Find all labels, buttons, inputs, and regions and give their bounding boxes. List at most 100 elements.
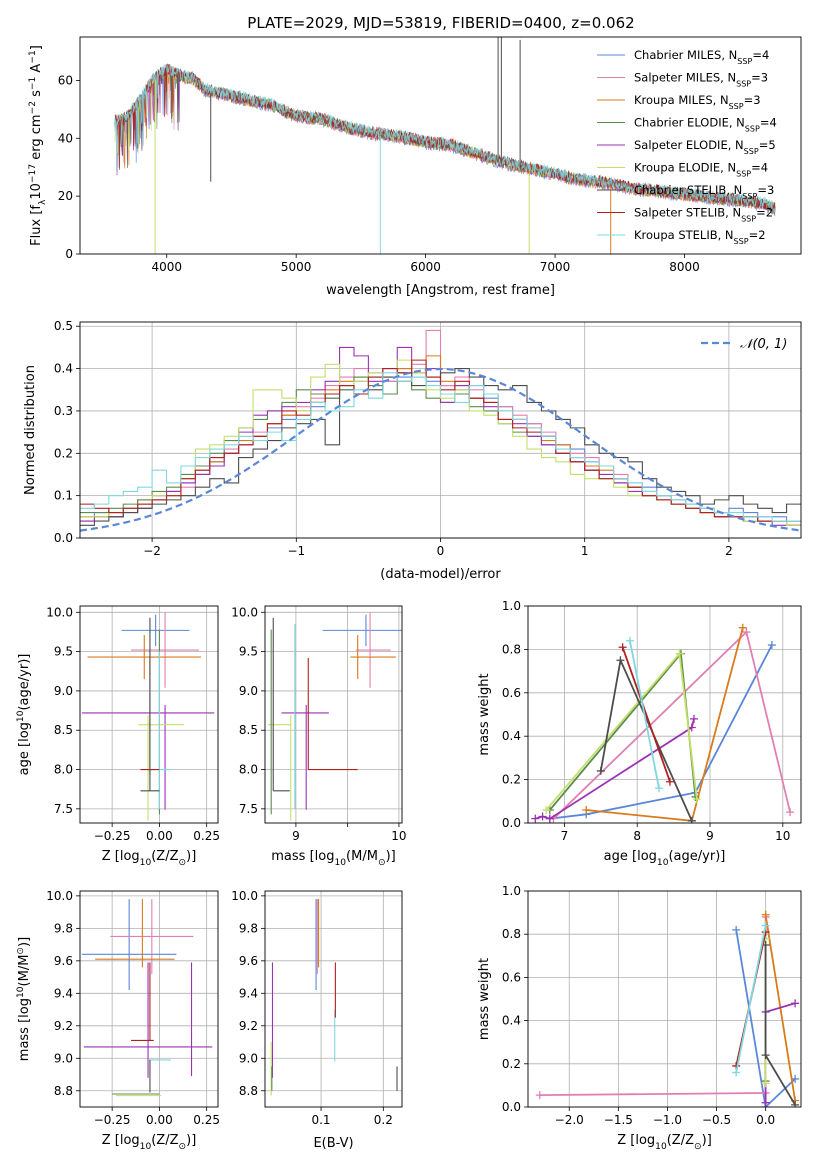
x-axis-label-part: ⊙ <box>179 858 187 868</box>
legend-label-kroupa_stelib: Kroupa STELIB, NSSP=2 <box>634 228 766 246</box>
y-tick-label: 9.2 <box>54 1019 73 1033</box>
legend-label-subscript: SSP <box>736 79 751 88</box>
legend-label-text: Chabrier ELODIE, N <box>634 116 745 130</box>
legend-label-value: =4 <box>751 161 768 175</box>
x-tick-label: 0.25 <box>193 829 220 843</box>
plot-area <box>80 329 801 532</box>
y-tick-label: 10.0 <box>231 605 258 619</box>
x-tick-label: 0.00 <box>146 829 173 843</box>
y-tick-label: 0.6 <box>502 686 521 700</box>
weight-marker-kroupa_elodie <box>675 649 684 658</box>
plot-frame <box>527 605 802 824</box>
x-tick-label: −2.0 <box>555 1113 584 1127</box>
x-tick-label: 10 <box>775 829 790 843</box>
weight-marker-chabrier_stelib <box>687 816 696 823</box>
x-tick-label: 9 <box>706 829 714 843</box>
x-axis-label-part: 10 <box>140 1142 152 1152</box>
histogram-chabrier_stelib <box>80 368 801 526</box>
y-tick-label: 9.6 <box>239 954 258 968</box>
x-tick-label: 5000 <box>281 260 312 274</box>
legend-label-chabrier_stelib: Chabrier STELIB, NSSP=3 <box>634 183 774 201</box>
x-axis-label-part: 10 <box>655 1142 667 1152</box>
y-axis-label: mass [log10(M/M⊙)] <box>16 937 32 1061</box>
y-tick-label: 0.6 <box>502 970 521 984</box>
weight-marker-chabrier_stelib <box>761 1051 770 1060</box>
y-axis-label-part: )] <box>17 937 32 947</box>
y-axis-label-part: −1 <box>28 77 38 90</box>
y-tick-label: 9.5 <box>239 645 258 659</box>
y-axis-label-part: ⊙ <box>16 947 26 955</box>
y-tick-label: 0.4 <box>502 1014 521 1028</box>
y-tick-label: 9.6 <box>54 954 73 968</box>
plot-frame <box>527 890 802 1108</box>
legend-label-subscript: SSP <box>737 57 752 66</box>
weight-marker-kroupa_miles <box>582 805 591 814</box>
weight-marker-chabrier_miles <box>732 925 741 934</box>
legend-label-text: Kroupa STELIB, N <box>634 228 734 242</box>
x-axis-label-part: Z [log <box>102 1133 140 1148</box>
weight-marker-chabrier_stelib <box>791 1100 800 1107</box>
x-tick-label: 1 <box>581 544 589 558</box>
y-tick-label: 20 <box>58 189 73 203</box>
normal-reference-curve <box>80 367 801 532</box>
y-tick-label: 1.0 <box>502 884 521 898</box>
x-axis-label-part: ⊙ <box>378 858 386 868</box>
y-tick-label: 9.4 <box>239 986 258 1000</box>
plot-frame <box>79 36 802 255</box>
weight-marker-salpeter_stelib <box>618 643 627 652</box>
weight-marker-kroupa_elodie <box>542 805 551 814</box>
y-tick-label: 0.0 <box>502 816 521 830</box>
y-tick-label: 9.8 <box>239 921 258 935</box>
x-axis-label-part: (Z/Z <box>667 1133 694 1148</box>
legend-label-text: Kroupa ELODIE, N <box>634 161 736 175</box>
y-axis-label-part: mass [log <box>17 998 32 1061</box>
weight-marker-salpeter_elodie <box>791 999 800 1008</box>
y-tick-label: 9.0 <box>54 1051 73 1065</box>
plot-area <box>531 623 795 823</box>
x-axis-label: wavelength [Angstrom, rest frame] <box>326 283 555 298</box>
x-axis-label: age [log10(age/yr)] <box>604 849 726 868</box>
y-axis-label-part: 10 <box>16 986 26 998</box>
legend-label-value: =2 <box>749 228 766 242</box>
y-tick-label: 0.8 <box>502 642 521 656</box>
legend-label-value: =4 <box>752 48 769 62</box>
x-tick-label: 7 <box>561 829 569 843</box>
y-axis-label-part: ] <box>29 45 44 50</box>
y-axis-label-part: 10 <box>16 710 26 722</box>
x-axis-label: (data-model)/error <box>380 567 501 582</box>
y-tick-label: 9.0 <box>239 1051 258 1065</box>
chart-Z_vs_mass: −0.25 0.00 0.25 8.8 9.0 9.2 9.4 9.6 9.8 10.0 Z [lo… <box>16 889 220 1152</box>
weight-marker-kroupa_stelib <box>625 636 634 645</box>
x-tick-label: 0.00 <box>146 1113 173 1127</box>
y-axis-label-part: s <box>29 90 44 101</box>
legend-label-subscript: SSP <box>742 192 757 201</box>
plot-area <box>268 612 402 821</box>
spectrum-line-kroupa_stelib <box>114 64 776 213</box>
weight-line-salpeter_stelib <box>621 646 671 783</box>
chart-ebv_vs_mass: 0.1 0.2 8.8 9.0 9.2 9.4 9.6 9.8 10.0 E(B-V) <box>231 889 403 1151</box>
weight-marker-salpeter_stelib <box>665 777 674 786</box>
y-tick-label: 9.4 <box>54 986 73 1000</box>
legend-label-kroupa_elodie: Kroupa ELODIE, NSSP=4 <box>634 161 768 179</box>
x-tick-label: 9 <box>292 829 300 843</box>
weight-marker-chabrier_stelib <box>596 766 605 775</box>
plot-frame <box>79 890 219 1108</box>
y-tick-label: 0.8 <box>502 927 521 941</box>
y-tick-label: 8.0 <box>54 763 73 777</box>
x-axis-label-part: )] <box>702 1133 712 1148</box>
legend-label-value: =5 <box>759 138 776 152</box>
y-axis-label-part: age [log <box>17 722 32 775</box>
chart-Z_vs_age: −0.25 0.00 0.257.58.08.59.09.510.0Z [log10… <box>16 605 220 868</box>
legend-label-kroupa_miles: Kroupa MILES, NSSP=3 <box>634 93 761 111</box>
x-tick-label: 2 <box>725 544 733 558</box>
weight-marker-kroupa_stelib <box>732 1068 741 1077</box>
weight-line-kroupa_stelib <box>735 925 767 1073</box>
weight-marker-kroupa_elodie <box>761 1079 770 1088</box>
weight-marker-salpeter_miles <box>535 1091 544 1100</box>
weight-line-chabrier_miles <box>549 644 773 820</box>
y-axis-label-part: (age/yr)] <box>17 654 32 711</box>
legend-label-normal: 𝒩(0, 1) <box>740 337 787 352</box>
x-axis-label-part: )] <box>386 849 396 864</box>
